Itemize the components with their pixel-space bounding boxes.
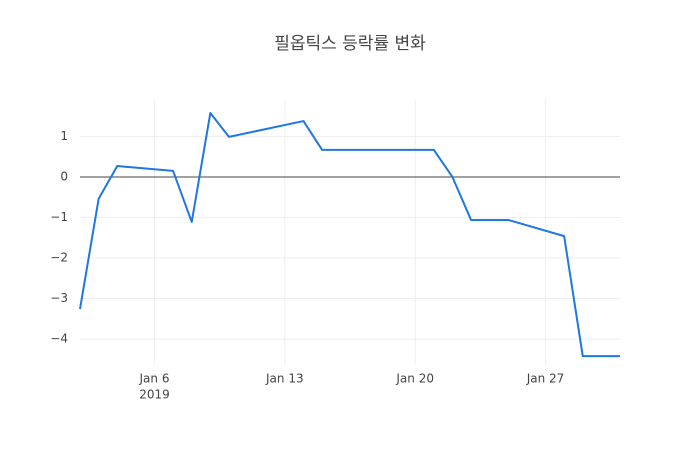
chart-title: 필옵틱스 등락률 변화 [274,34,426,54]
y-tick-label: −1 [50,210,68,224]
x-tick-label: Jan 13 [265,372,304,386]
y-tick-label: 0 [60,169,68,183]
y-tick-label: −3 [50,291,68,305]
y-tick-label: −4 [50,332,68,346]
y-tick-label: 1 [60,129,68,143]
y-tick-label: −2 [50,251,68,265]
x-tick-label: Jan 6 [139,372,170,386]
x-tick-sublabel: 2019 [139,388,170,402]
x-tick-label: Jan 27 [526,372,565,386]
line [79,111,620,358]
x-tick-label: Jan 20 [395,372,434,386]
